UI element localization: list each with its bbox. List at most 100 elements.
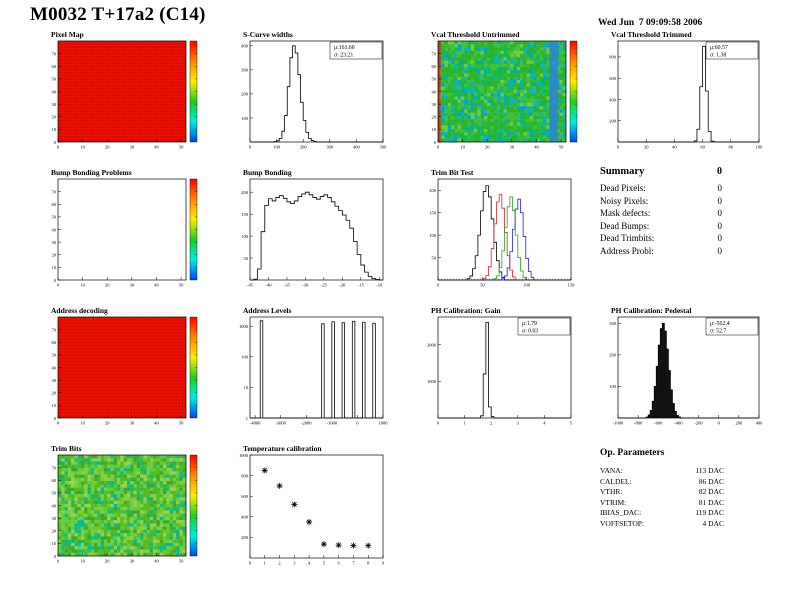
svg-text:40: 40 — [154, 559, 159, 564]
svg-text:0: 0 — [437, 283, 440, 288]
svg-text:10: 10 — [52, 403, 57, 408]
svg-text:-1000: -1000 — [613, 421, 624, 426]
svg-text:400: 400 — [609, 97, 617, 102]
svg-text:50: 50 — [52, 353, 57, 358]
svg-text:20: 20 — [52, 529, 57, 534]
svg-text:3: 3 — [293, 561, 296, 566]
svg-text:10: 10 — [80, 559, 85, 564]
chart-bump-bonding-problems: Bump Bonding Problems 0 10 20 30 40 50 0 10 20 30 4… — [38, 166, 206, 294]
chart-trim-bit-test: Trim Bit Test 0 50 100 150 50 100 150 200 — [418, 166, 578, 294]
op-parameter-label: VTHR: — [600, 487, 623, 496]
chart-temperature-calibration: Temperature calibration 0 1 2 3 4 5 6 7 8 9 200 400 6… — [230, 442, 390, 572]
svg-text:100: 100 — [241, 234, 249, 239]
svg-text:Address decoding: Address decoding — [51, 306, 108, 315]
svg-text:20: 20 — [105, 421, 110, 426]
svg-text:-40: -40 — [265, 283, 272, 288]
page-title: M0032 T+17a2 (C14) — [30, 4, 206, 25]
summary-total-value: 0 — [717, 166, 722, 177]
vcal-threshold-untrimmed-plot: Vcal Threshold Untrimmed 0 10 20 30 40 50 0 10 20… — [431, 30, 578, 150]
svg-text:0: 0 — [54, 140, 57, 145]
svg-text:4: 4 — [543, 421, 546, 426]
svg-text:40: 40 — [672, 145, 677, 150]
svg-text:-1000: -1000 — [327, 421, 338, 426]
op-parameter-label: VTRIM: — [600, 497, 627, 507]
svg-text:S-Curve widths: S-Curve widths — [243, 30, 293, 39]
svg-text:50: 50 — [179, 283, 184, 288]
svg-text:Trim Bits: Trim Bits — [51, 444, 82, 453]
svg-text:10: 10 — [52, 541, 57, 546]
op-parameters-panel: Op. Parameters VANA: 113 DAC CALDEL: 86 DAC… — [600, 448, 724, 529]
ph-calibration-gain-plot: PH Calibration: Gain μ:1.79 σ: 0.03 0 1 2 3 4 5 1… — [427, 306, 573, 426]
svg-text:5: 5 — [323, 561, 326, 566]
svg-text:4: 4 — [308, 561, 311, 566]
svg-text:20: 20 — [52, 391, 57, 396]
chart-vcal-threshold-untrimmed: Vcal Threshold Untrimmed 0 10 20 30 40 50 0 10 20… — [418, 28, 586, 156]
svg-text:800: 800 — [609, 55, 617, 60]
svg-text:70: 70 — [52, 465, 57, 470]
svg-text:10: 10 — [244, 385, 249, 390]
svg-text:0: 0 — [249, 145, 252, 150]
svg-text:70: 70 — [52, 51, 57, 56]
svg-text:PH Calibration: Pedestal: PH Calibration: Pedestal — [611, 306, 691, 315]
summary-title: Summary — [600, 166, 645, 177]
svg-text:40: 40 — [52, 227, 57, 232]
svg-text:σ: 23.21: σ: 23.21 — [334, 53, 353, 59]
svg-text:50: 50 — [480, 283, 485, 288]
svg-text:70: 70 — [52, 327, 57, 332]
ph-calibration-pedestal-plot: PH Calibration: Pedestal μ:-562.4 σ: 52.7 -… — [609, 306, 763, 426]
svg-text:40: 40 — [52, 89, 57, 94]
summary-item-row: Dead Bumps: 0 — [600, 220, 722, 233]
op-parameter-value: 113 DAC — [695, 466, 724, 475]
svg-text:σ: 0.03: σ: 0.03 — [522, 329, 538, 335]
svg-text:600: 600 — [609, 76, 617, 81]
svg-text:10: 10 — [80, 421, 85, 426]
svg-text:Temperature calibration: Temperature calibration — [243, 444, 322, 453]
summary-item-value: 0 — [717, 183, 723, 193]
svg-text:60: 60 — [52, 340, 57, 345]
svg-text:20: 20 — [485, 145, 490, 150]
svg-text:70: 70 — [432, 51, 437, 56]
svg-text:-3000: -3000 — [275, 421, 286, 426]
summary-item-row: Address Probl: 0 — [600, 245, 722, 258]
chart-address-levels: Address Levels -4000 -3000 -2000 -1000 0 1000 1… — [230, 304, 390, 432]
op-parameter-label: VOFFSETOP: — [600, 518, 645, 528]
svg-text:0: 0 — [356, 421, 359, 426]
svg-text:80: 80 — [729, 145, 734, 150]
svg-text:2000: 2000 — [427, 342, 437, 347]
svg-text:0: 0 — [249, 561, 252, 566]
svg-text:150: 150 — [241, 212, 249, 217]
chart-vcal-threshold-trimmed: Vcal Threshold Trimmed μ:60.57 σ: 1.38 0 20 4… — [598, 28, 766, 156]
svg-text:200: 200 — [241, 190, 249, 195]
svg-text:20: 20 — [52, 115, 57, 120]
s-curve-widths-plot: S-Curve widths μ:161.60 σ: 23.21 0 100 200 300… — [241, 30, 387, 150]
svg-text:μ:161.60: μ:161.60 — [334, 45, 355, 51]
svg-text:600: 600 — [241, 494, 249, 499]
svg-text:-10: -10 — [376, 283, 383, 288]
svg-text:300: 300 — [326, 145, 334, 150]
svg-text:200: 200 — [735, 421, 743, 426]
svg-text:-25: -25 — [321, 283, 328, 288]
svg-text:30: 30 — [130, 283, 135, 288]
svg-text:8: 8 — [367, 561, 370, 566]
chart-ph-calibration-pedestal: PH Calibration: Pedestal μ:-562.4 σ: 52.7 -… — [598, 304, 766, 432]
timestamp: Wed Jun 7 09:09:58 2006 — [598, 18, 703, 28]
bump-bonding-problems-plot: Bump Bonding Problems 0 10 20 30 40 50 0 10 20 30 4… — [51, 168, 198, 288]
svg-text:-400: -400 — [674, 421, 683, 426]
svg-text:-800: -800 — [634, 421, 643, 426]
svg-text:50: 50 — [179, 145, 184, 150]
chart-pixel-map: Pixel Map 0 10 20 30 40 50 0 10 20 30 40 50 60 70 — [38, 28, 206, 156]
svg-text:0: 0 — [434, 140, 437, 145]
svg-text:50: 50 — [52, 77, 57, 82]
svg-text:-4000: -4000 — [250, 421, 261, 426]
pixel-map-plot: Pixel Map 0 10 20 30 40 50 0 10 20 30 40 50 60 70 — [51, 30, 198, 150]
op-parameter-row: VTRIM: 81 DAC — [600, 498, 724, 509]
svg-text:-35: -35 — [284, 283, 291, 288]
svg-text:40: 40 — [154, 283, 159, 288]
svg-text:1000: 1000 — [427, 379, 437, 384]
chart-trim-bits: Trim Bits 0 10 20 30 40 50 0 10 20 30 40 50 60 70 — [38, 442, 206, 570]
svg-text:400: 400 — [353, 145, 361, 150]
svg-text:Vcal Threshold Untrimmed: Vcal Threshold Untrimmed — [431, 30, 520, 39]
summary-item-label: Dead Trimbits: — [600, 233, 655, 243]
svg-text:50: 50 — [244, 256, 249, 261]
